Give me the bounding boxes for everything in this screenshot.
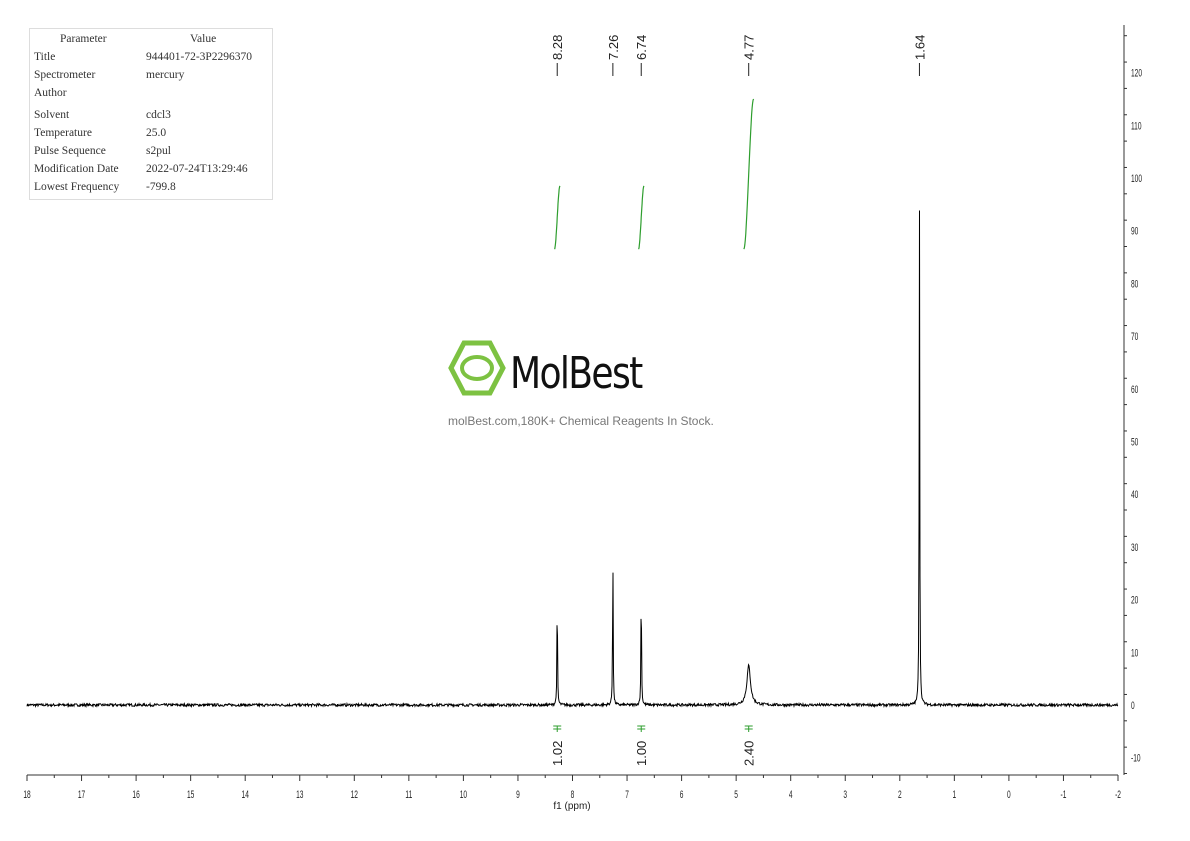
molbest-logo-icon xyxy=(448,340,506,396)
param-name: Solvent xyxy=(34,109,70,121)
param-value: 944401-72-3P2296370 xyxy=(146,51,253,63)
y-tick-label: 120 xyxy=(1131,67,1142,79)
integral-curve xyxy=(638,185,645,250)
param-name: Lowest Frequency xyxy=(34,181,120,193)
value-header: Value xyxy=(190,33,217,45)
x-tick-label: 18 xyxy=(23,788,30,800)
y-tick-label: 80 xyxy=(1131,278,1138,290)
x-tick-label: 8 xyxy=(571,788,575,800)
x-tick-label: 4 xyxy=(789,788,793,800)
x-tick-label: 2 xyxy=(898,788,902,800)
x-tick-label: 15 xyxy=(187,788,194,800)
x-tick-label: 5 xyxy=(734,788,738,800)
x-tick-label: 10 xyxy=(460,788,467,800)
integral-curve xyxy=(554,185,561,250)
param-name: Modification Date xyxy=(34,163,119,175)
x-tick-label: 16 xyxy=(132,788,139,800)
parameter-table: Parameter Value Title 944401-72-3P2296370… xyxy=(29,28,273,200)
x-tick-label: 3 xyxy=(843,788,847,800)
integral-curve xyxy=(743,98,755,250)
param-value: mercury xyxy=(146,69,185,81)
integral-value: 2.40 xyxy=(742,741,757,766)
x-tick-label: 7 xyxy=(625,788,629,800)
x-tick-label: 9 xyxy=(516,788,520,800)
peak-label: 1.64 xyxy=(912,35,927,60)
y-tick-label: 10 xyxy=(1131,647,1138,659)
y-tick-label: 30 xyxy=(1131,541,1138,553)
x-tick-label: 13 xyxy=(296,788,303,800)
y-tick-label: 40 xyxy=(1131,488,1138,500)
param-value: s2pul xyxy=(146,145,171,157)
integral-bracket xyxy=(553,725,562,732)
x-tick-label: 1 xyxy=(953,788,957,800)
param-name: Title xyxy=(34,51,56,63)
peak-label: 7.26 xyxy=(606,35,621,60)
x-tick-label: 11 xyxy=(405,788,412,800)
param-name: Author xyxy=(34,87,67,99)
param-name: Temperature xyxy=(34,127,92,139)
peak-label: 6.74 xyxy=(634,35,649,60)
integral-value: 1.00 xyxy=(634,741,649,766)
y-tick-label: 50 xyxy=(1131,436,1138,448)
x-tick-label: -1 xyxy=(1061,788,1067,800)
x-tick-label: 14 xyxy=(242,788,249,800)
y-tick-label: 60 xyxy=(1131,383,1138,395)
watermark-tagline: molBest.com,180K+ Chemical Reagents In S… xyxy=(448,414,714,428)
x-tick-label: -2 xyxy=(1115,788,1121,800)
y-tick-label: 20 xyxy=(1131,594,1138,606)
integral-value: 1.02 xyxy=(550,741,565,766)
y-tick-label: -10 xyxy=(1131,752,1141,764)
y-tick-label: 110 xyxy=(1131,120,1142,132)
x-tick-label: 6 xyxy=(680,788,684,800)
y-tick-label: 100 xyxy=(1131,172,1142,184)
integral-bracket xyxy=(744,725,753,732)
peak-label: 8.28 xyxy=(550,35,565,60)
param-name: Spectrometer xyxy=(34,69,96,81)
param-value: 2022-07-24T13:29:46 xyxy=(146,163,248,175)
param-value: 25.0 xyxy=(146,127,167,139)
spectrum-line xyxy=(26,210,1119,709)
y-tick-label: 0 xyxy=(1131,699,1135,711)
x-tick-label: 0 xyxy=(1007,788,1011,800)
param-name: Pulse Sequence xyxy=(34,145,106,157)
y-tick-label: 70 xyxy=(1131,330,1138,342)
x-axis-label: f1 (ppm) xyxy=(553,801,590,812)
y-tick-label: 90 xyxy=(1131,225,1138,237)
param-header: Parameter xyxy=(60,33,107,45)
x-tick-label: 12 xyxy=(351,788,358,800)
integral-bracket xyxy=(637,725,646,732)
peak-label: 4.77 xyxy=(742,35,757,60)
watermark-name: MolBest xyxy=(510,348,643,399)
x-tick-label: 17 xyxy=(78,788,85,800)
param-value: cdcl3 xyxy=(146,109,171,121)
param-value: -799.8 xyxy=(146,181,176,193)
